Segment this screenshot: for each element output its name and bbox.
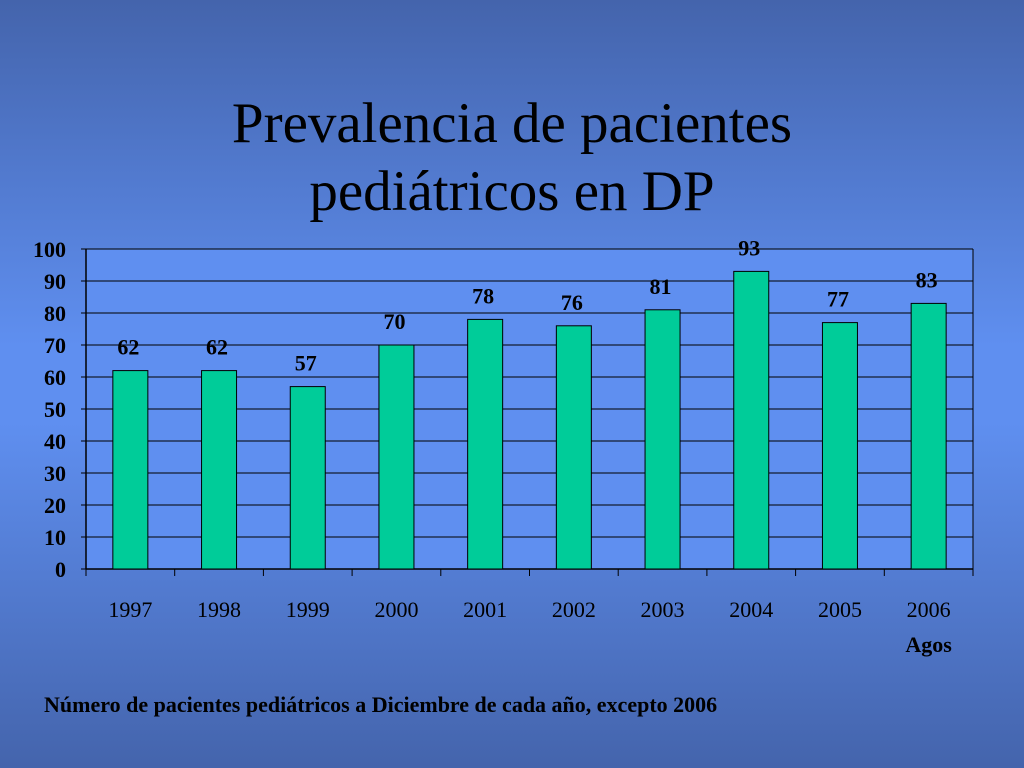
data-label: 57 — [295, 351, 317, 376]
data-label: 62 — [206, 335, 228, 360]
bar-2002 — [555, 325, 592, 570]
slide-title-line-1: Prevalencia de pacientes — [231, 92, 793, 156]
x-tick-sublabel: Agos — [905, 632, 952, 657]
y-tick-label: 10 — [44, 525, 66, 550]
data-label: 77 — [827, 287, 849, 312]
footnote: Número de pacientes pediátricos a Diciem… — [44, 692, 718, 717]
bar-1999 — [289, 386, 326, 570]
x-tick-label: 1999 — [286, 597, 330, 622]
x-tick-label: 2002 — [552, 597, 596, 622]
bar-2004 — [733, 270, 770, 570]
x-tick-label: 1998 — [197, 597, 241, 622]
bar-2000 — [378, 344, 415, 570]
slide-title: Prevalencia de pacientes pediátricos en … — [0, 90, 1024, 226]
x-tick-label: 1997 — [108, 597, 152, 622]
data-label: 83 — [916, 267, 938, 292]
x-tick-label: 2004 — [729, 597, 773, 622]
bar-1998 — [201, 370, 238, 570]
bar-2001 — [467, 318, 504, 570]
bar-2003 — [644, 309, 681, 570]
x-tick-label: 2005 — [818, 597, 862, 622]
x-tick-label: 2006 — [907, 597, 951, 622]
data-label: 62 — [117, 335, 139, 360]
y-tick-label: 40 — [44, 429, 66, 454]
data-label: 70 — [383, 309, 405, 334]
bar-2005 — [821, 322, 858, 570]
y-tick-label: 20 — [44, 493, 66, 518]
bar-1997 — [112, 370, 149, 570]
x-tick-label: 2003 — [641, 597, 685, 622]
data-label: 78 — [472, 283, 494, 308]
bar-chart: 0 10 20 30 40 50 60 70 80 90 100 62 1997 62 1998 57 1999… — [33, 235, 974, 657]
y-tick-label: 50 — [44, 397, 66, 422]
bar-2006 — [910, 302, 947, 570]
data-label: 93 — [738, 235, 760, 260]
data-label: 81 — [650, 274, 672, 299]
y-tick-label: 90 — [44, 269, 66, 294]
x-tick-label: 2001 — [463, 597, 507, 622]
x-tick-label: 2000 — [374, 597, 418, 622]
y-tick-label: 60 — [44, 365, 66, 390]
y-tick-label: 80 — [44, 301, 66, 326]
y-tick-label: 30 — [44, 461, 66, 486]
data-label: 76 — [561, 290, 583, 315]
y-tick-label: 100 — [33, 237, 66, 262]
y-tick-label: 70 — [44, 333, 66, 358]
y-tick-label: 0 — [55, 557, 66, 582]
slide-title-line-2: pediátricos en DP — [309, 160, 715, 224]
